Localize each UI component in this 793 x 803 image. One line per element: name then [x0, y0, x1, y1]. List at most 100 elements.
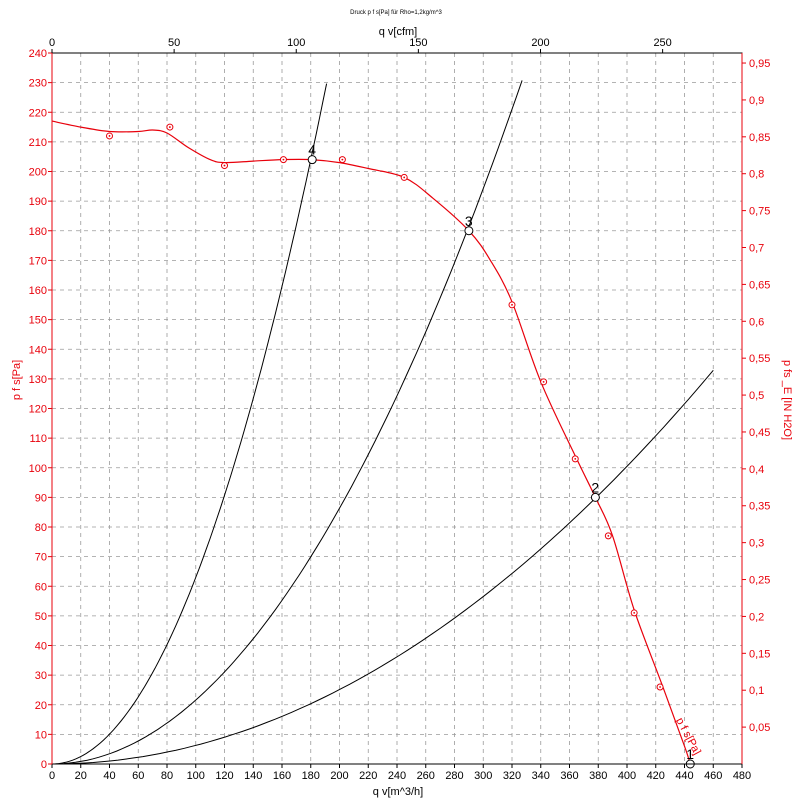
x-tick-label: 380	[589, 770, 607, 782]
y2-tick-label: 0,2	[749, 611, 764, 623]
y-tick-label: 30	[35, 670, 47, 682]
x-tick-label: 240	[388, 770, 406, 782]
y-tick-label: 130	[29, 374, 47, 386]
y-tick-label: 70	[35, 552, 47, 564]
x2-tick-label: 50	[168, 37, 180, 49]
x2-tick-label: 150	[409, 37, 427, 49]
measured-point-dot	[542, 380, 545, 383]
y2-tick-label: 0,15	[749, 648, 770, 660]
system-curve-4	[51, 83, 328, 765]
y2-tick-label: 0,05	[749, 722, 770, 734]
measured-point-dot	[223, 164, 226, 167]
operating-point-label-2: 2	[591, 479, 599, 495]
y-tick-label: 0	[41, 759, 47, 771]
y2-tick-label: 0,45	[749, 427, 770, 439]
x-tick-label: 20	[75, 770, 87, 782]
x-tick-label: 340	[532, 770, 550, 782]
y2-tick-label: 0,8	[749, 169, 764, 181]
y2-tick-label: 0,55	[749, 353, 770, 365]
y2-axis-label: p fs _E [IN H2O]	[781, 360, 793, 440]
operating-point-3	[464, 226, 474, 236]
x-tick-label: 200	[330, 770, 348, 782]
y-axis-label: p f s[Pa]	[11, 360, 23, 400]
y2-tick-label: 0,65	[749, 279, 770, 291]
measured-point-dot	[574, 457, 577, 460]
y-tick-label: 50	[35, 611, 47, 623]
y-tick-label: 170	[29, 255, 47, 267]
y2-tick-label: 0,6	[749, 316, 764, 328]
x-tick-label: 40	[103, 770, 115, 782]
system-curve-2	[51, 369, 714, 765]
y2-tick-label: 0,95	[749, 58, 770, 70]
x-tick-label: 360	[560, 770, 578, 782]
y-tick-label: 160	[29, 285, 47, 297]
y2-tick-label: 0,85	[749, 132, 770, 144]
x2-tick-label: 0	[49, 37, 55, 49]
measured-point-dot	[633, 612, 636, 614]
operating-point-label-1: 1	[686, 746, 694, 762]
y-tick-label: 10	[35, 729, 47, 741]
x-tick-label: 180	[302, 770, 320, 782]
y-tick-label: 180	[29, 226, 47, 238]
x-tick-label: 160	[273, 770, 291, 782]
y-tick-label: 40	[35, 641, 47, 653]
y-tick-label: 80	[35, 522, 47, 534]
y2-tick-label: 0,5	[749, 390, 764, 402]
operating-point-4	[307, 155, 317, 165]
y-tick-label: 200	[29, 167, 47, 179]
y2-tick-label: 0,25	[749, 575, 770, 587]
x2-tick-label: 250	[653, 37, 671, 49]
top-axis-label: q v[cfm]	[379, 26, 418, 38]
operating-points: 1 2 3 4	[307, 142, 695, 769]
y-tick-label: 140	[29, 344, 47, 356]
system-curve-3	[51, 80, 523, 765]
measured-point-dot	[607, 534, 610, 537]
y-tick-label: 190	[29, 196, 47, 208]
y2-tick-label: 0,35	[749, 501, 770, 513]
x-tick-label: 480	[733, 770, 751, 782]
measured-point-dot	[659, 686, 661, 688]
x-tick-label: 220	[359, 770, 377, 782]
y-tick-label: 110	[29, 433, 47, 445]
x-tick-label: 280	[445, 770, 463, 782]
x-tick-label: 100	[187, 770, 205, 782]
x2-tick-label: 200	[531, 37, 549, 49]
fan-curve-group	[51, 120, 691, 765]
grid-lines	[51, 52, 743, 765]
y-tick-label: 230	[29, 78, 47, 90]
y-tick-label: 20	[35, 700, 47, 712]
x-tick-label: 440	[675, 770, 693, 782]
x-tick-label: 120	[215, 770, 233, 782]
y-tick-label: 220	[29, 107, 47, 119]
y-tick-label: 120	[29, 404, 47, 416]
measured-point-dot	[403, 176, 406, 179]
x-tick-label: 460	[704, 770, 722, 782]
y-tick-label: 150	[29, 315, 47, 327]
y2-tick-label: 0,3	[749, 538, 764, 550]
operating-point-label-4: 4	[308, 142, 316, 158]
operating-point-2	[590, 492, 600, 502]
measured-point-dot	[511, 303, 513, 306]
measured-point-dot	[282, 158, 285, 161]
system-curves	[51, 80, 714, 765]
y2-tick-label: 0,1	[749, 685, 764, 697]
y-tick-label: 240	[29, 48, 47, 60]
y-tick-label: 90	[35, 492, 47, 504]
y-tick-label: 60	[35, 581, 47, 593]
y2-tick-label: 0,9	[749, 95, 764, 107]
x-tick-label: 80	[161, 770, 173, 782]
x-tick-label: 60	[132, 770, 144, 782]
x2-tick-label: 100	[287, 37, 305, 49]
operating-point-label-3: 3	[465, 213, 473, 229]
fan-curve-line	[51, 120, 691, 765]
x-axis-label: q v[m^3/h]	[373, 786, 423, 798]
x-tick-label: 260	[417, 770, 435, 782]
measured-point-dot	[168, 126, 171, 128]
x-tick-label: 420	[647, 770, 665, 782]
y2-tick-label: 0,75	[749, 206, 770, 218]
axis-ticks: 0 20 40 60 80 100 120 140 160 180 200 220 240 260 280 3…	[29, 37, 771, 782]
x-tick-label: 300	[474, 770, 492, 782]
y-tick-label: 100	[29, 463, 47, 475]
